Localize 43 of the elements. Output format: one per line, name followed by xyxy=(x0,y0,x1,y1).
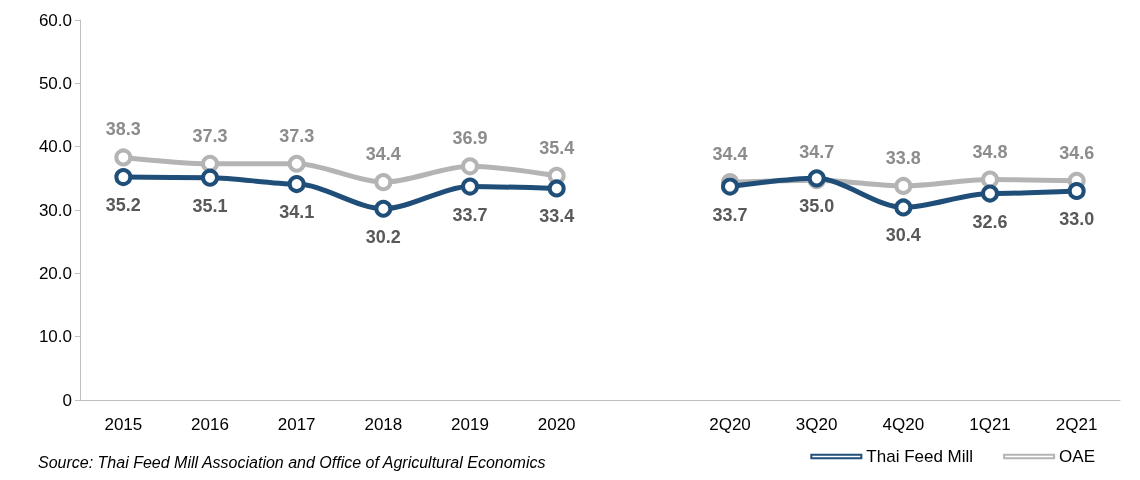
data-label: 32.6 xyxy=(972,211,1008,232)
data-label: 30.4 xyxy=(885,225,921,246)
data-label: 33.0 xyxy=(1059,209,1095,229)
x-tick-label: 2019 xyxy=(451,415,489,434)
x-tick-label: 2016 xyxy=(191,415,229,434)
legend-label: OAE xyxy=(1059,447,1096,466)
data-label: 35.2 xyxy=(105,195,141,216)
data-label: 38.3 xyxy=(105,119,141,140)
x-tick-label: 3Q20 xyxy=(795,415,838,434)
data-label: 33.8 xyxy=(885,147,921,168)
data-label: 34.6 xyxy=(1059,142,1095,163)
x-tick-label: 2018 xyxy=(364,415,403,434)
source-note: Source: Thai Feed Mill Association and Office of Agricultural Economics xyxy=(38,453,546,471)
data-label: 35.4 xyxy=(539,137,575,158)
data-label: 34.1 xyxy=(279,202,315,223)
y-tick-label: 40.0 xyxy=(38,137,72,157)
y-tick-label: 20.0 xyxy=(38,263,72,283)
data-label: 34.8 xyxy=(972,141,1008,162)
x-tick-label: 2017 xyxy=(277,415,316,434)
y-tick-label: 50.0 xyxy=(38,73,72,93)
legend-label: Thai Feed Mill xyxy=(866,447,974,466)
data-label: 34.7 xyxy=(799,142,835,163)
data-label: 36.9 xyxy=(452,128,488,149)
data-label: 35.0 xyxy=(799,196,835,217)
data-label: 33.7 xyxy=(712,204,748,225)
y-tick-label: 0 xyxy=(62,390,72,410)
y-tick-label: 30.0 xyxy=(38,200,72,220)
data-label: 33.4 xyxy=(539,206,575,227)
x-tick-label: 2015 xyxy=(104,415,143,434)
x-tick-label: 2020 xyxy=(537,415,576,434)
x-tick-label: 2Q21 xyxy=(1055,415,1098,434)
data-label: 30.2 xyxy=(365,226,401,247)
x-tick-label: 2Q20 xyxy=(709,415,751,434)
x-tick-label: 1Q21 xyxy=(969,415,1011,434)
data-label: 34.4 xyxy=(365,144,401,165)
y-tick-label: 60.0 xyxy=(38,10,72,30)
x-tick-label: 4Q20 xyxy=(882,415,925,434)
y-tick-label: 10.0 xyxy=(38,327,72,347)
data-label: 37.3 xyxy=(279,125,315,146)
data-label: 33.7 xyxy=(452,204,488,225)
data-label: 35.1 xyxy=(192,195,228,216)
data-label: 34.4 xyxy=(712,144,748,165)
data-label: 37.3 xyxy=(192,125,228,146)
